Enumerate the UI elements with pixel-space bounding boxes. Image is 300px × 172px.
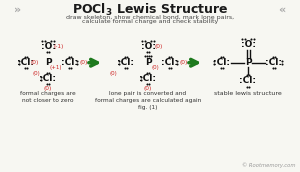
Text: :Cl:: :Cl: (161, 58, 178, 67)
Text: (0): (0) (155, 44, 163, 49)
Text: :Cl:: :Cl: (40, 74, 56, 83)
Text: P: P (45, 58, 51, 67)
Text: formal charges are
not closer to zero: formal charges are not closer to zero (20, 90, 76, 103)
Text: (0): (0) (31, 60, 39, 65)
Text: »: » (14, 5, 22, 15)
Text: P: P (145, 58, 151, 67)
Text: :Cl:: :Cl: (239, 76, 256, 85)
Text: :Cl:: :Cl: (266, 58, 283, 67)
Text: © Rootmemory.com: © Rootmemory.com (242, 162, 295, 168)
Text: :Cl:: :Cl: (17, 58, 34, 67)
Text: calculate formal charge and check stability: calculate formal charge and check stabil… (82, 19, 218, 24)
Text: (-1): (-1) (54, 44, 64, 49)
Text: :O:: :O: (241, 40, 256, 49)
Text: (0): (0) (151, 65, 159, 70)
Text: P: P (245, 58, 251, 67)
Text: :Cl:: :Cl: (118, 58, 134, 67)
Text: :Cl:: :Cl: (140, 74, 157, 83)
Text: (0): (0) (32, 71, 40, 76)
Text: :Cl:: :Cl: (61, 58, 79, 67)
Text: draw skeleton, show chemical bond, mark lone pairs,: draw skeleton, show chemical bond, mark … (66, 14, 234, 19)
Text: (0): (0) (180, 60, 188, 65)
Text: (+1): (+1) (50, 65, 62, 70)
Text: $\bf{POCl_3}$ Lewis Structure: $\bf{POCl_3}$ Lewis Structure (72, 2, 228, 18)
Text: (0): (0) (80, 60, 88, 65)
Text: :O:: :O: (40, 42, 56, 51)
Text: (0): (0) (44, 86, 52, 91)
Text: stable lewis structure: stable lewis structure (214, 90, 282, 95)
Text: «: « (278, 5, 286, 15)
Text: :Cl:: :Cl: (214, 58, 230, 67)
Text: lone pair is converted and
formal charges are calculated again
fig. (1): lone pair is converted and formal charge… (95, 90, 201, 110)
Text: (0): (0) (109, 71, 117, 76)
Text: (0): (0) (144, 86, 152, 91)
Text: :O:: :O: (140, 42, 155, 51)
